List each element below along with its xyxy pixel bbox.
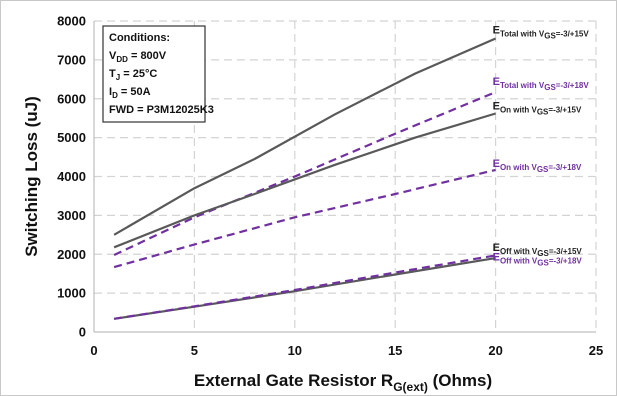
condition-line: TJ = 25°C (109, 68, 157, 82)
y-tick-label: 1000 (57, 286, 86, 301)
condition-line: FWD = P3M12025K3 (109, 104, 214, 116)
y-tick-label: 2000 (57, 247, 86, 262)
series-label-4: EOn with VGS=-3/+18V (493, 158, 582, 174)
series-line-2 (113, 91, 497, 256)
series-label-5: EOff with VGS=-3/+15V (493, 242, 583, 258)
condition-line: ID = 50A (109, 86, 151, 100)
series-label-1: ETotal with VGS=-3/+15V (493, 24, 590, 40)
x-tick-label: 15 (388, 343, 402, 358)
series-line-4 (113, 168, 496, 269)
y-tick-label: 0 (79, 325, 86, 340)
axes: 0 1000 2000 3000 4000 5000 6000 7000 8000 0 5 10 15 2… (57, 14, 603, 359)
conditions-box: Conditions: VDD = 800V TJ = 25°C ID = 50A FW… (102, 25, 214, 123)
series-line-3 (113, 112, 496, 249)
x-tick-label: 25 (589, 343, 603, 358)
conditions-box-frame (102, 25, 206, 123)
condition-line: VDD = 800V (109, 50, 167, 64)
y-tick-label: 7000 (57, 52, 86, 67)
series-label-6: EOff with VGS=-3/+18V (493, 251, 583, 267)
series-line-6 (113, 254, 496, 320)
series-line-1 (113, 37, 497, 236)
x-tick-label: 20 (488, 343, 502, 358)
y-tick-label: 5000 (57, 130, 86, 145)
series-label-3: EOn with VGS=-3/+15V (493, 101, 582, 117)
y-tick-label: 8000 (57, 14, 86, 29)
x-tick-label: 10 (288, 343, 302, 358)
series-labels: ETotal with VGS=-3/+15V ETotal with VGS=-… (493, 24, 590, 267)
x-tick-label: 0 (90, 343, 97, 358)
y-tick-label: 3000 (57, 208, 86, 223)
series-label-2: ETotal with VGS=-3/+18V (493, 76, 590, 92)
y-tick-label: 4000 (57, 169, 86, 184)
y-tick-label: 6000 (57, 91, 86, 106)
x-tick-label: 5 (191, 343, 198, 358)
condition-line: Conditions: (109, 32, 170, 44)
y-axis-title: Switching Loss (uJ) (22, 96, 41, 257)
series-lines (113, 37, 497, 320)
x-axis-title: External Gate Resistor RG(ext) (Ohms) (194, 371, 492, 394)
